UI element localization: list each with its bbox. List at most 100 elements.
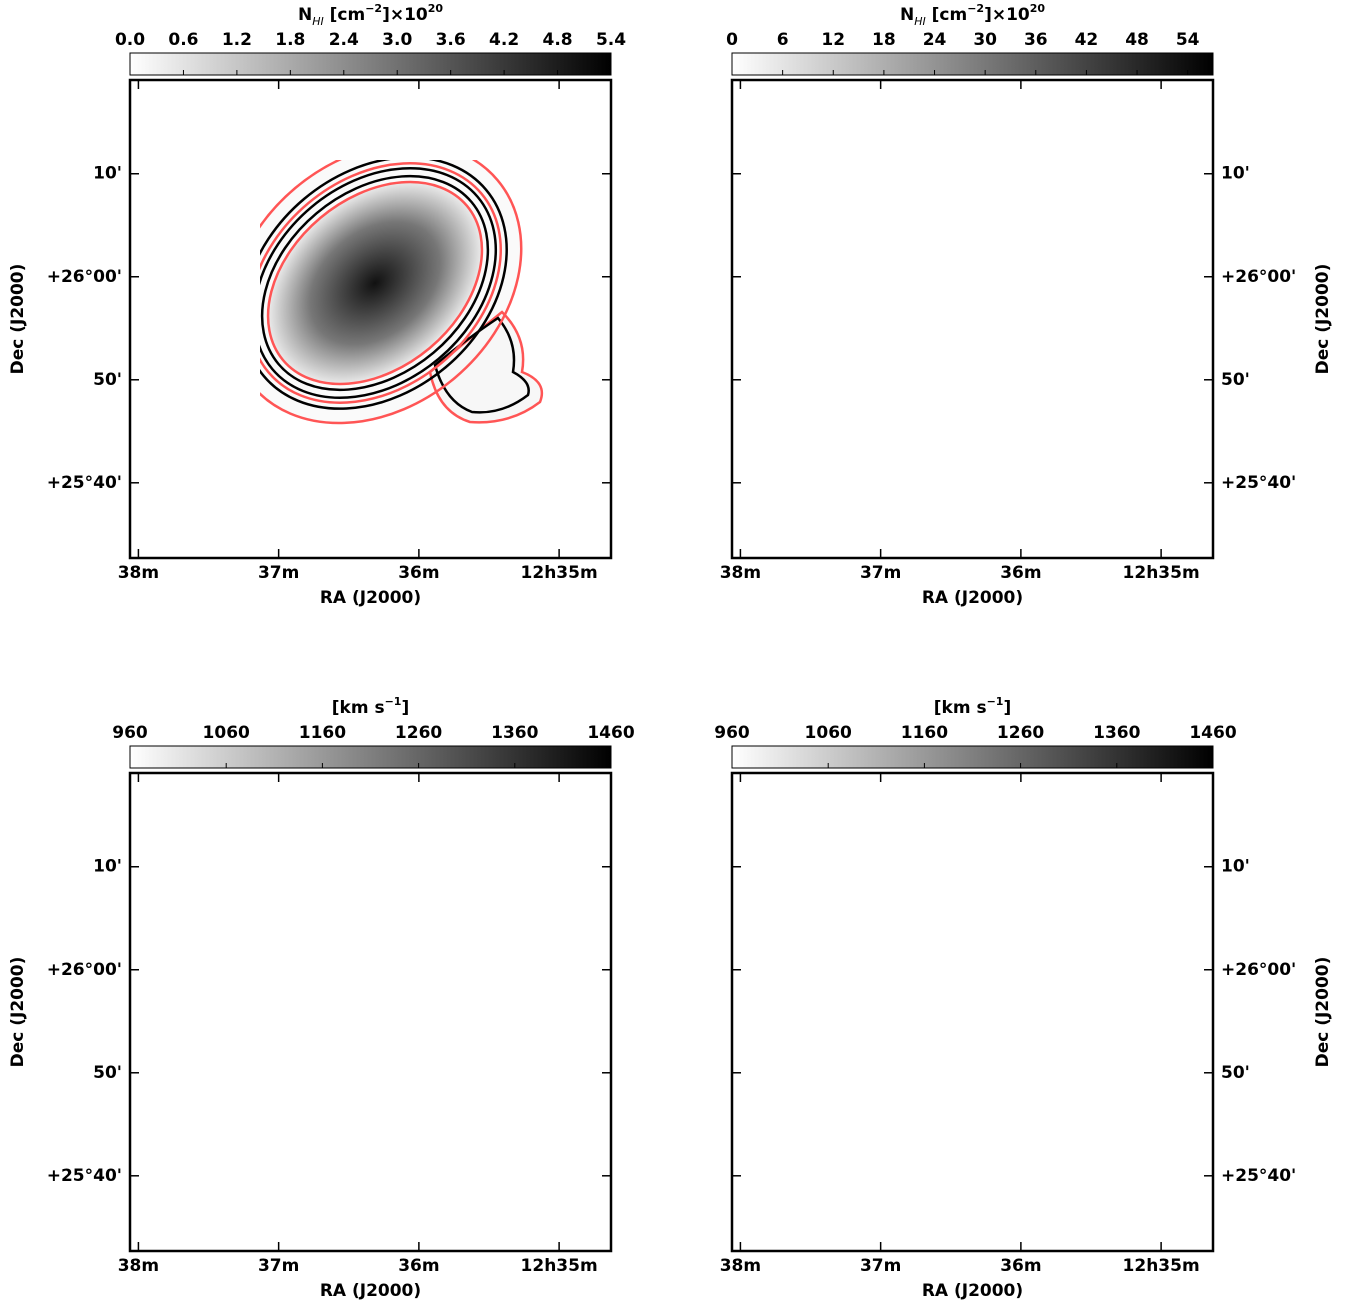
x-axis-label: RA (J2000) — [922, 1281, 1023, 1301]
colorbar-tick-label: 54 — [1176, 30, 1200, 50]
colorbar-label-part: 20 — [1030, 2, 1046, 15]
y-tick-label: +26°00' — [1221, 267, 1296, 287]
colorbar-tick-label: 1.2 — [222, 30, 252, 50]
colorbar-label-part: HI — [312, 15, 324, 28]
colorbar-tick-label: 1260 — [997, 723, 1044, 743]
colorbar-tick-label: 1160 — [299, 723, 346, 743]
colorbar-tick-label: 36 — [1024, 30, 1048, 50]
y-tick-label: +25°40' — [1221, 473, 1296, 493]
image — [147, 812, 540, 1233]
colorbar-tick-label: 0.6 — [168, 30, 198, 50]
y-tick-label: +26°00' — [1221, 960, 1296, 980]
colorbar-label: NHI [cm−2]×1020 — [900, 2, 1045, 28]
colorbar-tick-label: 1060 — [805, 723, 852, 743]
image-feature — [260, 162, 502, 404]
image-feature — [260, 160, 508, 410]
x-tick-label: 38m — [720, 563, 761, 583]
y-tick-label: 10' — [93, 857, 122, 877]
x-tick-label: 38m — [118, 563, 159, 583]
colorbar-label-part: −1 — [987, 695, 1004, 708]
x-tick-label: 36m — [398, 1256, 439, 1276]
colorbar-tick-label: 3.0 — [382, 30, 412, 50]
colorbar-tick-label: 1360 — [491, 723, 538, 743]
colorbar-label-part: −2 — [967, 2, 984, 15]
x-tick-label: 36m — [1000, 563, 1041, 583]
image-feature — [300, 812, 540, 1125]
colorbar-tick-label: 1060 — [203, 723, 250, 743]
colorbar-tick-label: 12 — [821, 30, 845, 50]
x-tick-label: 38m — [118, 1256, 159, 1276]
colorbar-tick-label: 24 — [923, 30, 947, 50]
axes-frame — [128, 78, 613, 560]
colorbar-label-part: −1 — [385, 695, 402, 708]
x-tick-label: 12h35m — [1123, 1256, 1200, 1276]
colorbar-label-part: ] — [401, 698, 409, 718]
colorbar-tick-label: 1460 — [1189, 723, 1236, 743]
y-tick-label: +25°40' — [47, 1166, 122, 1186]
colorbar-tick-label: 1260 — [395, 723, 442, 743]
colorbar — [731, 52, 1214, 76]
image-feature — [235, 923, 420, 1088]
y-tick-label: 10' — [1221, 164, 1250, 184]
colorbar-tick-label: 5.4 — [596, 30, 626, 50]
image-feature — [960, 909, 976, 927]
y-tick-label: 50' — [93, 1063, 122, 1083]
image-feature — [892, 882, 1057, 1062]
image-feature — [147, 1139, 241, 1233]
image-feature — [260, 174, 490, 392]
image-feature — [305, 864, 520, 1113]
colorbar-label-part: N — [298, 5, 312, 25]
panel: 0 6 12 18 24 30 36 42 48 54 NHI [cm−2]×1020 38m 37m 3… — [720, 2, 1333, 609]
image-feature — [1060, 1049, 1099, 1081]
x-tick-label: 37m — [860, 1256, 901, 1276]
y-tick-label: +26°00' — [47, 960, 122, 980]
colorbar — [129, 745, 612, 769]
colorbar-label-part: ] — [1003, 698, 1011, 718]
colorbar-tick-label: 3.6 — [436, 30, 466, 50]
image-feature — [1068, 360, 1092, 381]
colorbar-tick-label: 1460 — [587, 723, 634, 743]
colorbar-tick-label: 4.2 — [489, 30, 519, 50]
x-tick-label: 37m — [258, 563, 299, 583]
x-tick-label: 36m — [398, 563, 439, 583]
y-axis-label: Dec (J2000) — [8, 264, 28, 375]
panel: 0.0 0.6 1.2 1.8 2.4 3.0 3.6 4.2 4.8 5.4 NHI [cm−2]… — [8, 2, 626, 609]
colorbar-label-part: [km s — [934, 698, 987, 718]
colorbar-label-part: ]×10 — [382, 5, 428, 25]
y-tick-label: +25°40' — [1221, 1166, 1296, 1186]
image-feature — [266, 180, 484, 386]
image-feature — [960, 222, 980, 236]
image-feature — [241, 852, 265, 872]
colorbar — [129, 52, 612, 76]
x-tick-label: 38m — [720, 1256, 761, 1276]
x-axis-label: RA (J2000) — [922, 588, 1023, 608]
colorbar-tick-label: 0.0 — [115, 30, 145, 50]
colorbar-tick-label: 0 — [726, 30, 738, 50]
y-tick-label: 50' — [93, 370, 122, 390]
colorbar-tick-label: 18 — [872, 30, 896, 50]
y-tick-label: +26°00' — [47, 267, 122, 287]
x-tick-label: 37m — [258, 1256, 299, 1276]
image-feature — [1061, 353, 1099, 387]
axes-frame — [730, 771, 1215, 1253]
image-feature — [267, 181, 483, 385]
y-tick-label: 10' — [93, 164, 122, 184]
image — [748, 178, 1099, 543]
colorbar-label-part: 20 — [428, 2, 444, 15]
colorbar-label-part: HI — [914, 15, 926, 28]
image-feature — [869, 185, 1075, 391]
image-feature — [922, 913, 1022, 1023]
panel: 960 1060 1160 1260 1360 1460 [km s−1] 38m 37m 36m… — [714, 695, 1333, 1302]
colorbar-label: [km s−1] — [332, 695, 409, 719]
y-tick-label: 50' — [1221, 1063, 1250, 1083]
image-feature — [295, 908, 440, 1055]
image-feature — [890, 193, 1059, 372]
colorbar-tick-label: 1.8 — [275, 30, 305, 50]
image-feature — [260, 166, 498, 400]
image-feature — [305, 915, 428, 1043]
colorbar-label-part: −2 — [365, 2, 382, 15]
colorbar-label: [km s−1] — [934, 695, 1011, 719]
image-feature — [748, 1225, 756, 1234]
x-axis-label: RA (J2000) — [320, 588, 421, 608]
